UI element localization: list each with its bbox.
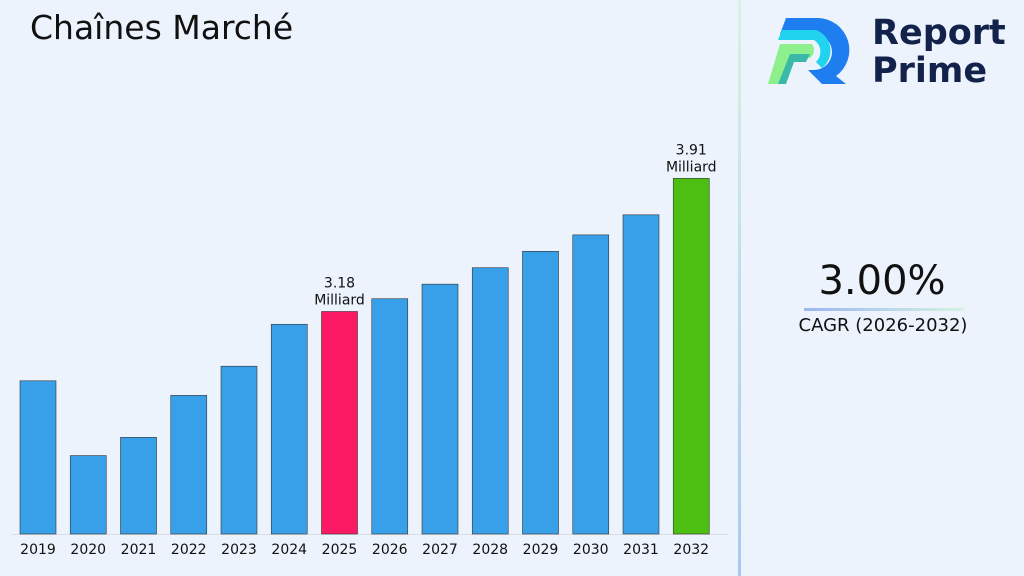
x-tick-label-2028: 2028: [472, 542, 508, 558]
x-tick-label-2025: 2025: [322, 542, 358, 558]
bar-2022: [170, 395, 208, 535]
data-label-value-2025: 3.18: [324, 276, 355, 292]
x-tick-label-2032: 2032: [673, 542, 709, 558]
x-tick-label-2020: 2020: [70, 542, 106, 558]
x-tick-label-2031: 2031: [623, 542, 659, 558]
x-tick-label-2027: 2027: [422, 542, 458, 558]
report-prime-logo: Report Prime: [766, 14, 1006, 90]
bar-2020: [69, 455, 107, 535]
cagr-label: CAGR (2026-2032): [798, 315, 968, 336]
data-label-unit-2025: Milliard: [314, 293, 365, 309]
x-tick-label-2024: 2024: [271, 542, 307, 558]
cagr-value: 3.00%: [818, 258, 946, 304]
x-tick-label-2029: 2029: [523, 542, 559, 558]
bar-2019: [19, 380, 57, 535]
bar-2028: [471, 267, 509, 535]
bar-2029: [522, 251, 559, 535]
bar-2031: [622, 214, 660, 535]
bar-2026: [371, 298, 409, 535]
x-tick-label-2019: 2019: [20, 542, 56, 558]
data-label-value-2032: 3.91: [676, 142, 707, 158]
bar-2032: [672, 178, 710, 535]
bar-2023: [220, 365, 258, 535]
logo-text-prime: Prime: [872, 51, 988, 91]
logo-mark-icon: [768, 18, 850, 84]
bar-2025: [321, 311, 358, 535]
chart-title: Chaînes Marché: [30, 8, 294, 47]
logo-text-report: Report: [872, 13, 1006, 53]
x-tick-label-2023: 2023: [221, 542, 257, 558]
bar-2030: [572, 234, 610, 535]
bar-chart: 2019 2020 2021 2022 2023 2024 20253.18Milliard…: [12, 142, 728, 558]
bar-2027: [421, 283, 459, 535]
bar-2024: [270, 323, 308, 535]
data-label-unit-2032: Milliard: [666, 159, 717, 175]
cagr-underline: [804, 308, 964, 311]
x-tick-label-2026: 2026: [372, 542, 408, 558]
x-tick-label-2022: 2022: [171, 542, 207, 558]
bar-2021: [120, 437, 157, 535]
divider: [738, 0, 741, 576]
x-tick-label-2030: 2030: [573, 542, 609, 558]
x-tick-label-2021: 2021: [121, 542, 157, 558]
